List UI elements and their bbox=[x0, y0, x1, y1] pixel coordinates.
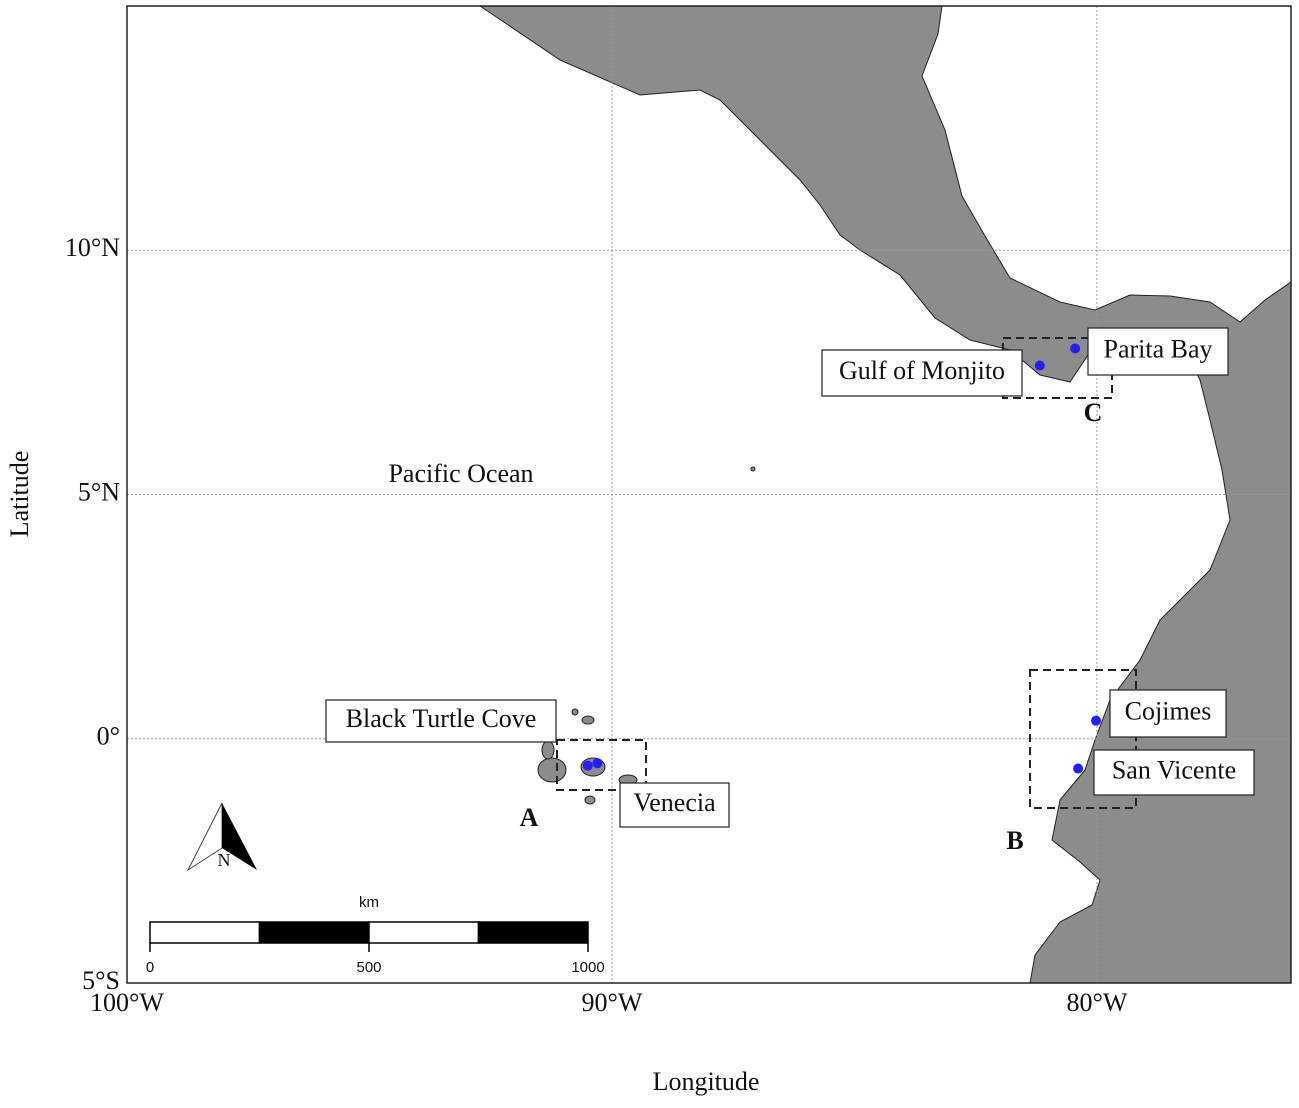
site-label: San Vicente bbox=[1112, 755, 1236, 784]
site-label-box bbox=[821, 349, 1023, 397]
x-tick-label: 100°W bbox=[90, 988, 164, 1017]
island bbox=[537, 757, 567, 783]
x-tick-label: 80°W bbox=[1067, 988, 1128, 1017]
north-arrow: N bbox=[186, 802, 257, 872]
scale-segment bbox=[149, 921, 261, 944]
island bbox=[571, 708, 579, 716]
ocean-label: Pacific Ocean bbox=[388, 459, 533, 488]
island bbox=[750, 466, 756, 472]
site-label-box bbox=[1087, 327, 1229, 376]
scale-segment bbox=[368, 921, 480, 944]
site-point bbox=[1070, 343, 1081, 354]
scale-tick-label: 0 bbox=[146, 959, 154, 976]
island bbox=[584, 795, 596, 805]
site-label: Cojimes bbox=[1125, 696, 1212, 725]
north-label: N bbox=[218, 850, 231, 870]
scale-tick-label: 1000 bbox=[571, 959, 604, 976]
site-label-box bbox=[1093, 749, 1255, 796]
site-label-box bbox=[619, 782, 730, 828]
region-box bbox=[556, 739, 647, 791]
site-point bbox=[582, 760, 593, 771]
scale-segment bbox=[477, 921, 589, 944]
site-point bbox=[1091, 715, 1102, 726]
site-point bbox=[592, 758, 603, 769]
site-label: Black Turtle Cove bbox=[346, 704, 537, 733]
site-point bbox=[1073, 763, 1084, 774]
scale-segment bbox=[258, 921, 370, 944]
region-label: B bbox=[1006, 826, 1023, 855]
scale-bar: km 0 500 1000 bbox=[146, 894, 605, 976]
central-america bbox=[478, 5, 1292, 984]
y-tick-label: 0° bbox=[97, 722, 120, 751]
arrow-right bbox=[222, 803, 257, 870]
region-label: A bbox=[520, 803, 539, 832]
island bbox=[581, 715, 595, 725]
region-box bbox=[1029, 669, 1137, 809]
land bbox=[478, 5, 1292, 984]
y-tick-label: 5°N bbox=[78, 477, 120, 506]
scale-tick-label: 500 bbox=[356, 959, 381, 976]
scale-unit: km bbox=[359, 894, 379, 911]
frame bbox=[126, 5, 1292, 984]
island bbox=[541, 740, 555, 760]
site-label: Venecia bbox=[633, 788, 716, 817]
x-axis-label: Longitude bbox=[653, 1067, 760, 1096]
y-axis-label: Latitude bbox=[5, 451, 34, 538]
x-tick-label: 90°W bbox=[582, 988, 643, 1017]
y-tick-label: 5°S bbox=[82, 966, 120, 995]
site-label-box bbox=[1109, 689, 1227, 738]
region-label: C bbox=[1084, 398, 1103, 427]
site-label: Parita Bay bbox=[1103, 334, 1212, 363]
region-box bbox=[1002, 337, 1113, 399]
site-point bbox=[1034, 360, 1045, 371]
y-tick-label: 10°N bbox=[65, 233, 120, 262]
site-label: Gulf of Monjito bbox=[839, 356, 1005, 385]
site-label-box bbox=[325, 699, 557, 743]
